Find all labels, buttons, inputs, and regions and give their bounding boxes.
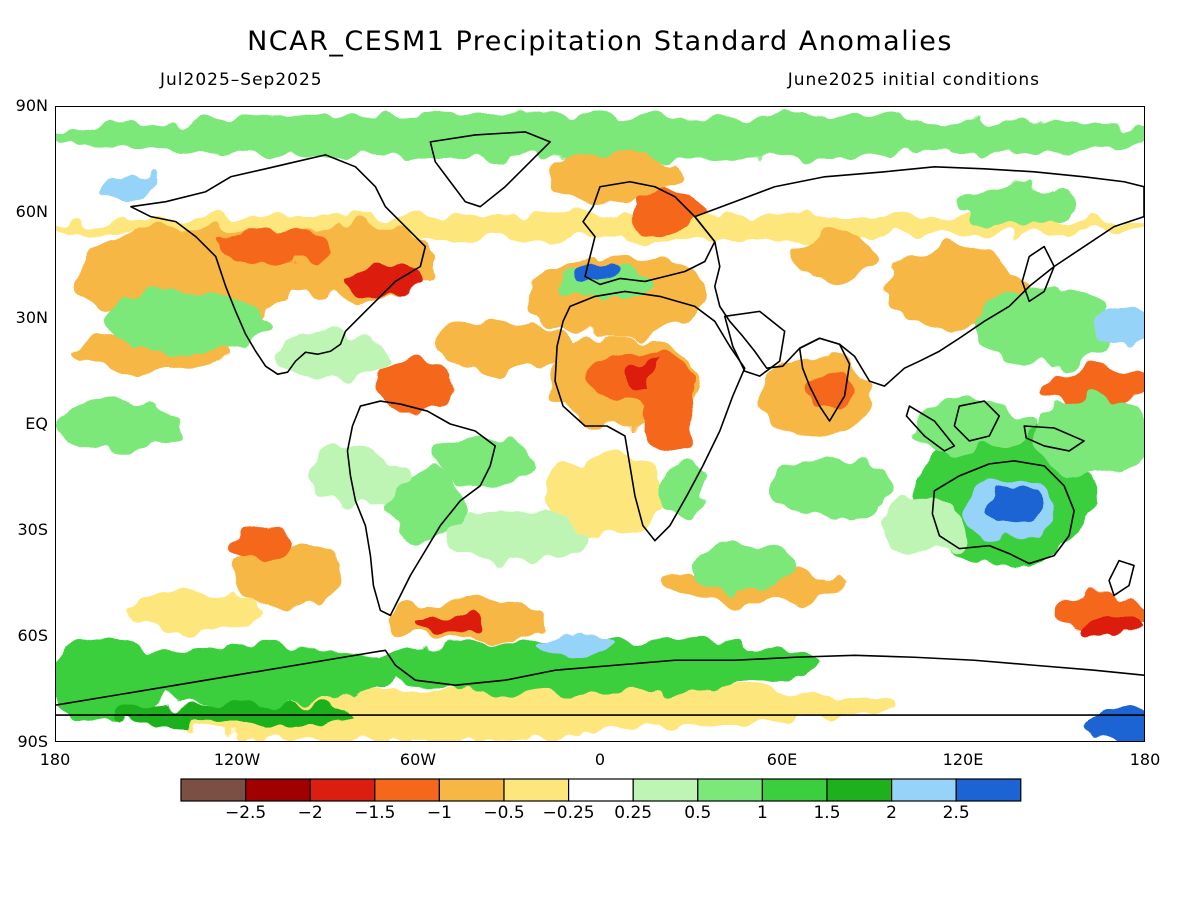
colorbar-tick-label: 2 [886, 803, 897, 823]
coast-new-zealand [1108, 559, 1135, 597]
anomaly-region [1044, 366, 1144, 407]
colorbar-swatch-10 [826, 778, 893, 802]
anomaly-region [435, 321, 576, 372]
colorbar-tick-label: 1.5 [813, 803, 841, 823]
anomaly-region [1099, 306, 1144, 347]
anomaly-region [56, 114, 1144, 159]
coast-arabia [723, 310, 786, 377]
anomaly-region [215, 228, 336, 265]
colorbar-swatch-0 [180, 778, 247, 802]
anomaly-region [230, 525, 291, 556]
anomaly-region [644, 356, 695, 456]
precipitation-anomaly-map [55, 106, 1145, 742]
colorbar-tick-label: 0.5 [684, 803, 712, 823]
lat-label-eq: EQ [25, 414, 48, 433]
coast-greenland [429, 131, 551, 208]
anomaly-region [56, 401, 176, 451]
colorbar-swatch-4 [438, 778, 505, 802]
colorbar-swatch-2 [309, 778, 376, 802]
coast-south-america [346, 400, 496, 617]
anomaly-region [375, 637, 815, 694]
colorbar-tick-label: −0.25 [542, 803, 595, 823]
lon-label-0: 0 [594, 750, 606, 769]
colorbar-tick-label: −1 [426, 803, 452, 823]
lon-label-180w: 180 [39, 750, 71, 769]
anomaly-region [954, 186, 1075, 227]
coast-europe [582, 180, 716, 286]
coast-japan [1021, 245, 1055, 303]
colorbar-swatch-12 [955, 778, 1022, 802]
anomaly-region [125, 592, 266, 629]
colorbar-swatch-11 [890, 778, 957, 802]
colorbar-swatch-8 [697, 778, 763, 802]
anomaly-region [95, 171, 156, 202]
colorbar-tick-label: −2 [297, 803, 323, 823]
anomaly-region [345, 266, 426, 297]
colorbar-tick-label: −1.5 [354, 803, 396, 823]
colorbar-swatch-7 [632, 778, 699, 802]
anomaly-region [974, 286, 1115, 367]
colorbar [180, 778, 1022, 802]
lat-label-30s: 30S [17, 520, 48, 539]
coast-india [798, 337, 851, 422]
colorbar-swatch-5 [503, 778, 570, 802]
colorbar-tick-label: 0.25 [614, 803, 653, 823]
coast-africa [554, 290, 746, 542]
anomaly-region [375, 361, 456, 412]
anomaly-region [694, 540, 795, 591]
anomaly-region [1034, 396, 1144, 476]
colorbar-swatch-1 [244, 778, 311, 802]
coast-north-america [130, 154, 427, 375]
lat-label-90s: 90S [17, 732, 48, 751]
colorbar-swatch-6 [568, 778, 634, 802]
lon-label-60e: 60E [766, 750, 798, 769]
colorbar-tick-label: 2.5 [942, 803, 970, 823]
anomaly-region [575, 263, 615, 280]
coast-borneo [953, 400, 1001, 442]
coast-new-guinea [1023, 425, 1085, 452]
anomaly-region [794, 231, 875, 282]
lat-label-60s: 60S [17, 626, 48, 645]
anomaly-region [105, 291, 266, 352]
colorbar-swatch-3 [374, 778, 441, 802]
lon-label-120e: 120E [942, 750, 984, 769]
lat-label-30n: 30N [15, 308, 48, 327]
anomaly-region [545, 151, 685, 202]
map-title: NCAR_CESM1 Precipitation Standard Anomal… [247, 26, 953, 57]
anomaly-region [1084, 615, 1144, 636]
colorbar-tick-label: −2.5 [224, 803, 267, 823]
anomaly-region [989, 487, 1040, 524]
colorbar-tick-label: −0.5 [483, 803, 525, 823]
coast-antarctica [56, 649, 1144, 716]
initial-conditions: June2025 initial conditions [787, 70, 1040, 90]
anomaly-region [385, 470, 466, 541]
anomaly-region [275, 331, 396, 382]
anomaly-region [1084, 710, 1144, 740]
lat-label-60n: 60N [15, 202, 48, 221]
anomaly-region [225, 545, 346, 606]
lon-label-180e: 180 [1129, 750, 1161, 769]
lon-label-60w: 60W [399, 750, 437, 769]
anomaly-region [659, 460, 710, 521]
coast-sumatra [905, 405, 956, 452]
anomaly-region [535, 633, 615, 658]
anomaly-region [884, 495, 965, 556]
anomaly-region [624, 191, 705, 232]
anomaly-region [545, 455, 665, 536]
coast-australia [931, 460, 1075, 565]
colorbar-tick-label: 1 [756, 803, 768, 823]
forecast-period: Jul2025–Sep2025 [160, 70, 323, 90]
anomaly-region [305, 445, 406, 506]
anomaly-region [435, 435, 536, 486]
anomaly-region [445, 510, 586, 561]
anomaly-region [415, 615, 486, 636]
anomaly-region [774, 455, 895, 516]
coast-asia [694, 166, 1144, 387]
colorbar-swatch-9 [761, 778, 828, 802]
lat-label-90n: 90N [15, 96, 48, 115]
lon-label-120w: 120W [213, 750, 261, 769]
